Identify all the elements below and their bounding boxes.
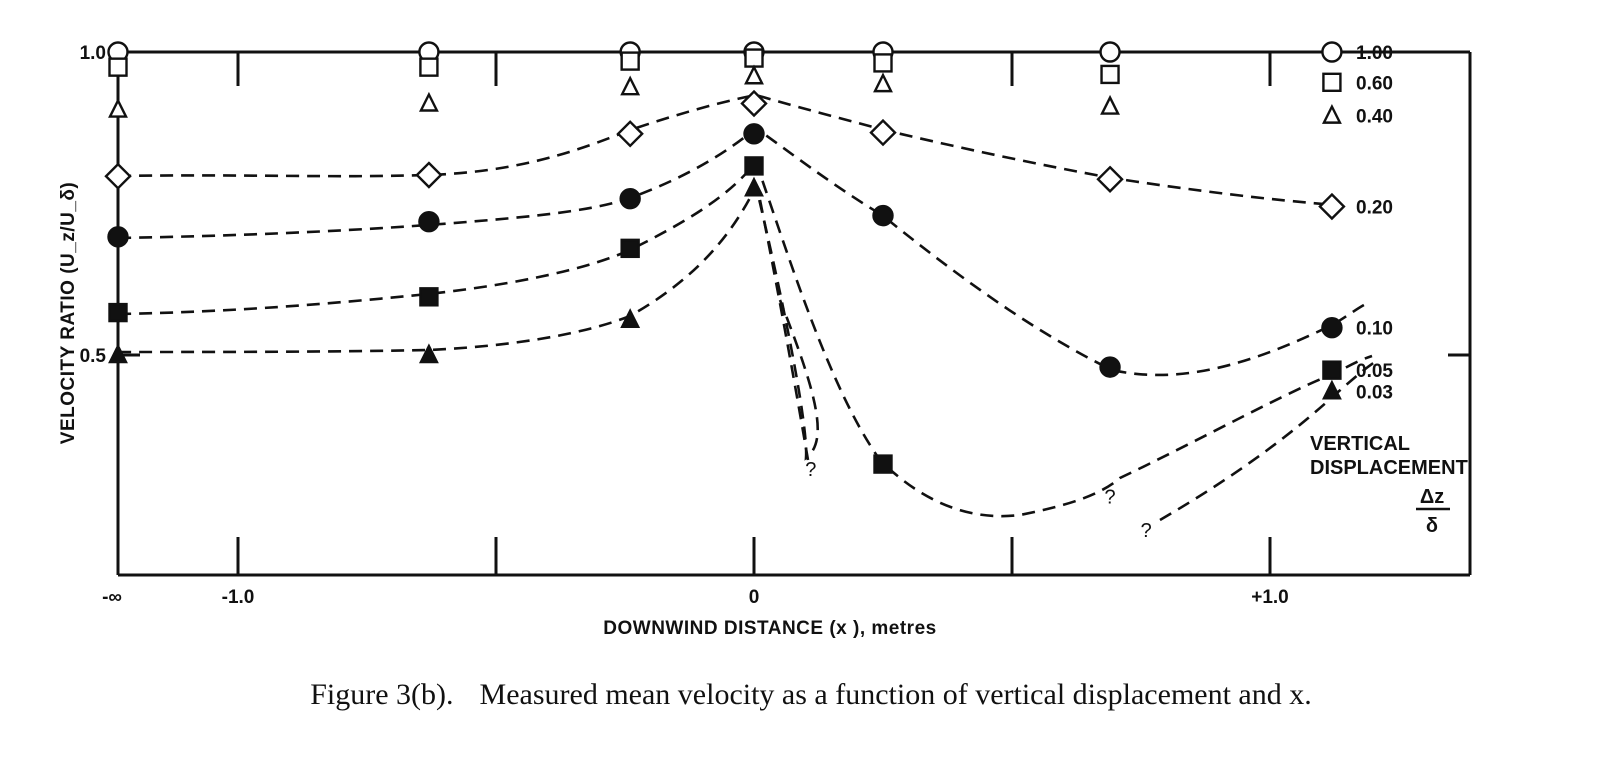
series-curve: [117, 159, 1373, 518]
data-point-square-marker: [873, 454, 893, 474]
series-curve: [117, 126, 1371, 377]
data-point-square-marker: [744, 156, 764, 176]
series-label: 0.10: [1356, 319, 1393, 340]
x-tick-label: 0: [749, 587, 760, 608]
plot-frame: [116, 50, 1472, 577]
data-point-circle-marker: [619, 187, 641, 210]
data-point-diamond-marker: [104, 162, 132, 190]
question-mark-annotation: ?: [1141, 520, 1152, 542]
data-point-triangle-marker: [1100, 94, 1120, 115]
question-marks: ???: [805, 459, 1152, 542]
series-label: 0.20: [1356, 198, 1393, 219]
legend-symbol-denominator: δ: [1426, 515, 1438, 537]
caption-text: Measured mean velocity as a function of …: [479, 678, 1312, 711]
y-tick-label: 1.0: [80, 43, 106, 64]
data-point-circle-marker: [418, 210, 440, 233]
data-point-diamond-marker: [1318, 192, 1346, 221]
data-point-circle-marker: [1099, 41, 1121, 63]
series-label: 1.00: [1356, 43, 1393, 64]
data-point-square-marker: [873, 53, 893, 73]
data-point-triangle-marker: [873, 72, 893, 93]
x-tick-label: +1.0: [1251, 587, 1289, 608]
data-point-triangle-marker: [620, 308, 641, 329]
series-curve: [117, 182, 819, 461]
series-label: 0.05: [1356, 361, 1393, 382]
data-point-square-marker: [108, 302, 128, 323]
series-labels: 1.00 0.60 0.40 0.20 0.10 0.050.03: [1356, 43, 1393, 403]
data-point-triangle-marker: [1321, 379, 1342, 400]
data-point-triangle-marker: [108, 97, 128, 118]
y-axis-title: VELOCITY RATIO (U_z/U_δ): [58, 182, 79, 444]
data-point-diamond-marker: [1096, 165, 1124, 193]
series-curve: [117, 93, 1337, 207]
data-point-circle-marker: [743, 123, 765, 145]
data-point-circle-marker: [1321, 317, 1343, 339]
data-point-square-marker: [419, 57, 439, 77]
data-point-circle-marker: [107, 226, 129, 248]
data-point-diamond-marker: [415, 161, 443, 189]
data-point-diamond-marker: [740, 89, 768, 118]
legend-symbol-numerator: Δz: [1420, 486, 1444, 508]
question-mark-annotation: ?: [1104, 486, 1115, 508]
series-markers: [104, 41, 1346, 474]
legend-block: VERTICAL DISPLACEMENT Δz δ: [1310, 433, 1468, 537]
data-point-circle-marker: [1099, 356, 1121, 378]
series-curve: [1159, 358, 1379, 522]
data-point-square-marker: [744, 48, 764, 68]
data-point-triangle-marker: [418, 91, 439, 112]
data-point-square-marker: [419, 287, 439, 307]
data-point-circle-marker: [872, 204, 894, 227]
series-label: 0.03: [1356, 382, 1393, 403]
y-tick-label: 0.5: [80, 346, 107, 367]
x-axis-title: DOWNWIND DISTANCE (x ), metres: [603, 618, 936, 639]
data-point-diamond-marker: [869, 118, 897, 147]
data-point-triangle-marker: [620, 75, 641, 96]
data-point-square-marker: [620, 51, 640, 71]
caption-label: Figure 3(b).: [310, 678, 454, 711]
x-tick-label: -∞: [102, 587, 122, 608]
data-point-square-marker: [620, 238, 640, 259]
axis-ticks: -∞ -1.0 0 +1.0 1.0 0.5: [80, 43, 1289, 608]
data-point-diamond-marker: [616, 120, 644, 148]
figure-caption: Figure 3(b). Measured mean velocity as a …: [0, 678, 1622, 712]
data-point-square-marker: [1100, 64, 1120, 85]
series-curve: [758, 199, 810, 461]
legend-title-line-1: VERTICAL: [1310, 433, 1410, 455]
legend-title-line-2: DISPLACEMENT: [1310, 457, 1468, 479]
x-tick-label: -1.0: [222, 587, 255, 608]
question-mark-annotation: ?: [805, 459, 816, 481]
data-point-triangle-marker: [744, 176, 764, 197]
data-point-triangle-marker: [108, 343, 128, 364]
series-label: 0.40: [1356, 107, 1393, 128]
data-point-triangle-marker: [744, 64, 764, 85]
data-point-square-marker: [108, 57, 128, 77]
data-point-square-marker: [1322, 360, 1342, 380]
data-point-triangle-marker: [1321, 103, 1342, 124]
data-point-circle-marker: [1321, 41, 1343, 63]
data-point-square-marker: [1322, 72, 1342, 93]
series-label: 0.60: [1356, 73, 1393, 94]
data-point-triangle-marker: [418, 343, 439, 364]
